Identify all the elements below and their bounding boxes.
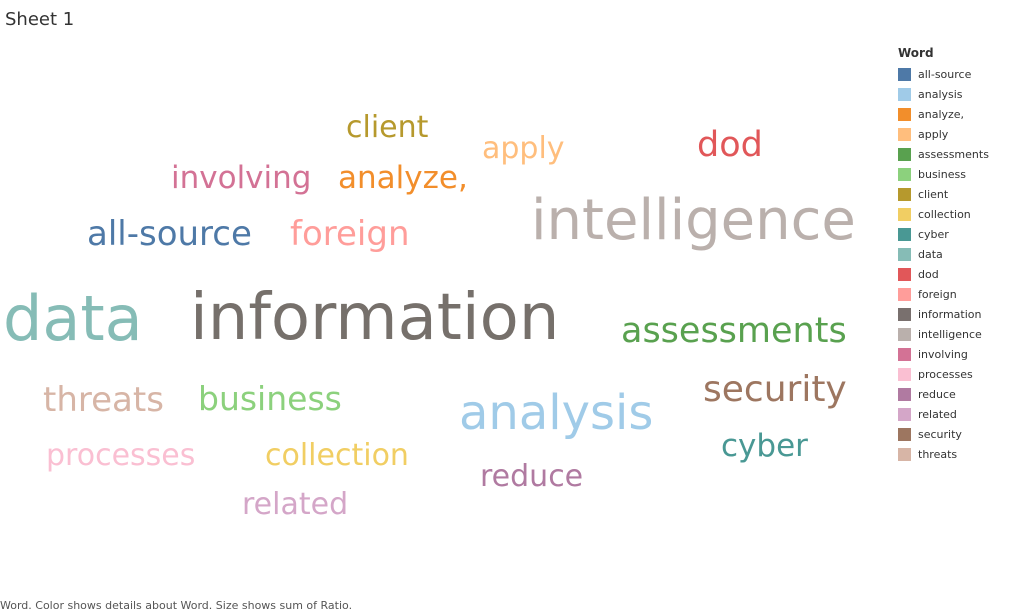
legend-swatch <box>898 187 911 201</box>
legend-item[interactable]: threats <box>898 444 1028 464</box>
legend-item[interactable]: intelligence <box>898 324 1028 344</box>
legend-label: analysis <box>918 87 963 101</box>
legend-label: security <box>918 427 962 441</box>
legend-title: Word <box>898 46 934 60</box>
legend-label: data <box>918 247 943 261</box>
word-cloud: information data intelligence analysis secur… <box>3 110 856 522</box>
legend-item[interactable]: reduce <box>898 384 1028 404</box>
legend-items: all-source analysis analyze, apply assessmen… <box>898 64 1028 464</box>
word-processes[interactable]: processes <box>46 438 196 473</box>
legend-label: business <box>918 167 966 181</box>
legend-swatch <box>898 147 911 161</box>
legend-label: involving <box>918 347 968 361</box>
legend-item[interactable]: apply <box>898 124 1028 144</box>
legend-swatch <box>898 247 911 261</box>
word-intelligence[interactable]: intelligence <box>531 188 856 253</box>
legend-swatch <box>898 287 911 301</box>
legend-item[interactable]: dod <box>898 264 1028 284</box>
legend-swatch <box>898 87 911 101</box>
legend-label: cyber <box>918 227 949 241</box>
word-analyze[interactable]: analyze, <box>338 160 468 196</box>
legend-label: client <box>918 187 949 201</box>
legend-swatch <box>898 347 911 361</box>
word-related[interactable]: related <box>242 487 349 522</box>
legend-item[interactable]: related <box>898 404 1028 424</box>
legend-swatch <box>898 367 911 381</box>
legend-swatch <box>898 407 911 421</box>
legend-label: dod <box>918 267 939 281</box>
word-all-source[interactable]: all-source <box>87 214 252 254</box>
legend-swatch <box>898 207 911 221</box>
legend-label: all-source <box>918 67 972 81</box>
legend-label: assessments <box>918 147 989 161</box>
word-foreign[interactable]: foreign <box>290 214 410 254</box>
legend-item[interactable]: analysis <box>898 84 1028 104</box>
word-involving[interactable]: involving <box>171 160 312 196</box>
word-cyber[interactable]: cyber <box>721 428 808 464</box>
legend-item[interactable]: all-source <box>898 64 1028 84</box>
word-security[interactable]: security <box>703 369 847 410</box>
word-client[interactable]: client <box>346 110 429 145</box>
legend-label: related <box>918 407 957 421</box>
legend-swatch <box>898 307 911 321</box>
word-business[interactable]: business <box>198 379 342 418</box>
legend-item[interactable]: business <box>898 164 1028 184</box>
word-analysis[interactable]: analysis <box>459 385 654 441</box>
legend-label: reduce <box>918 387 956 401</box>
word-reduce[interactable]: reduce <box>480 459 584 494</box>
sheet-title: Sheet 1 <box>5 9 75 30</box>
legend-item[interactable]: collection <box>898 204 1028 224</box>
word-assessments[interactable]: assessments <box>621 311 847 351</box>
color-legend: Word all-source analysis analyze, apply asse… <box>898 46 1028 464</box>
legend-label: analyze, <box>918 107 965 121</box>
legend-label: foreign <box>918 287 957 301</box>
legend-item[interactable]: involving <box>898 344 1028 364</box>
legend-item[interactable]: cyber <box>898 224 1028 244</box>
legend-item[interactable]: processes <box>898 364 1028 384</box>
legend-item[interactable]: assessments <box>898 144 1028 164</box>
legend-item[interactable]: information <box>898 304 1028 324</box>
legend-swatch <box>898 127 911 141</box>
legend-label: collection <box>918 207 971 221</box>
legend-item[interactable]: foreign <box>898 284 1028 304</box>
legend-swatch <box>898 267 911 281</box>
legend-swatch <box>898 327 911 341</box>
legend-item[interactable]: client <box>898 184 1028 204</box>
legend-swatch <box>898 427 911 441</box>
legend-label: apply <box>918 127 949 141</box>
legend-item[interactable]: analyze, <box>898 104 1028 124</box>
word-collection[interactable]: collection <box>265 438 409 473</box>
legend-label: threats <box>918 447 958 461</box>
legend-swatch <box>898 387 911 401</box>
word-information[interactable]: information <box>190 281 560 355</box>
legend-swatch <box>898 447 911 461</box>
legend-swatch <box>898 167 911 181</box>
word-threats[interactable]: threats <box>43 380 164 420</box>
legend-label: intelligence <box>918 327 982 341</box>
word-data[interactable]: data <box>3 282 143 355</box>
word-dod[interactable]: dod <box>697 125 763 165</box>
legend-label: processes <box>918 367 973 381</box>
legend-swatch <box>898 67 911 81</box>
legend-swatch <box>898 227 911 241</box>
legend-item[interactable]: data <box>898 244 1028 264</box>
chart-caption: Word. Color shows details about Word. Si… <box>0 599 353 612</box>
legend-item[interactable]: security <box>898 424 1028 444</box>
legend-swatch <box>898 107 911 121</box>
word-apply[interactable]: apply <box>482 131 565 166</box>
legend-label: information <box>918 307 982 321</box>
